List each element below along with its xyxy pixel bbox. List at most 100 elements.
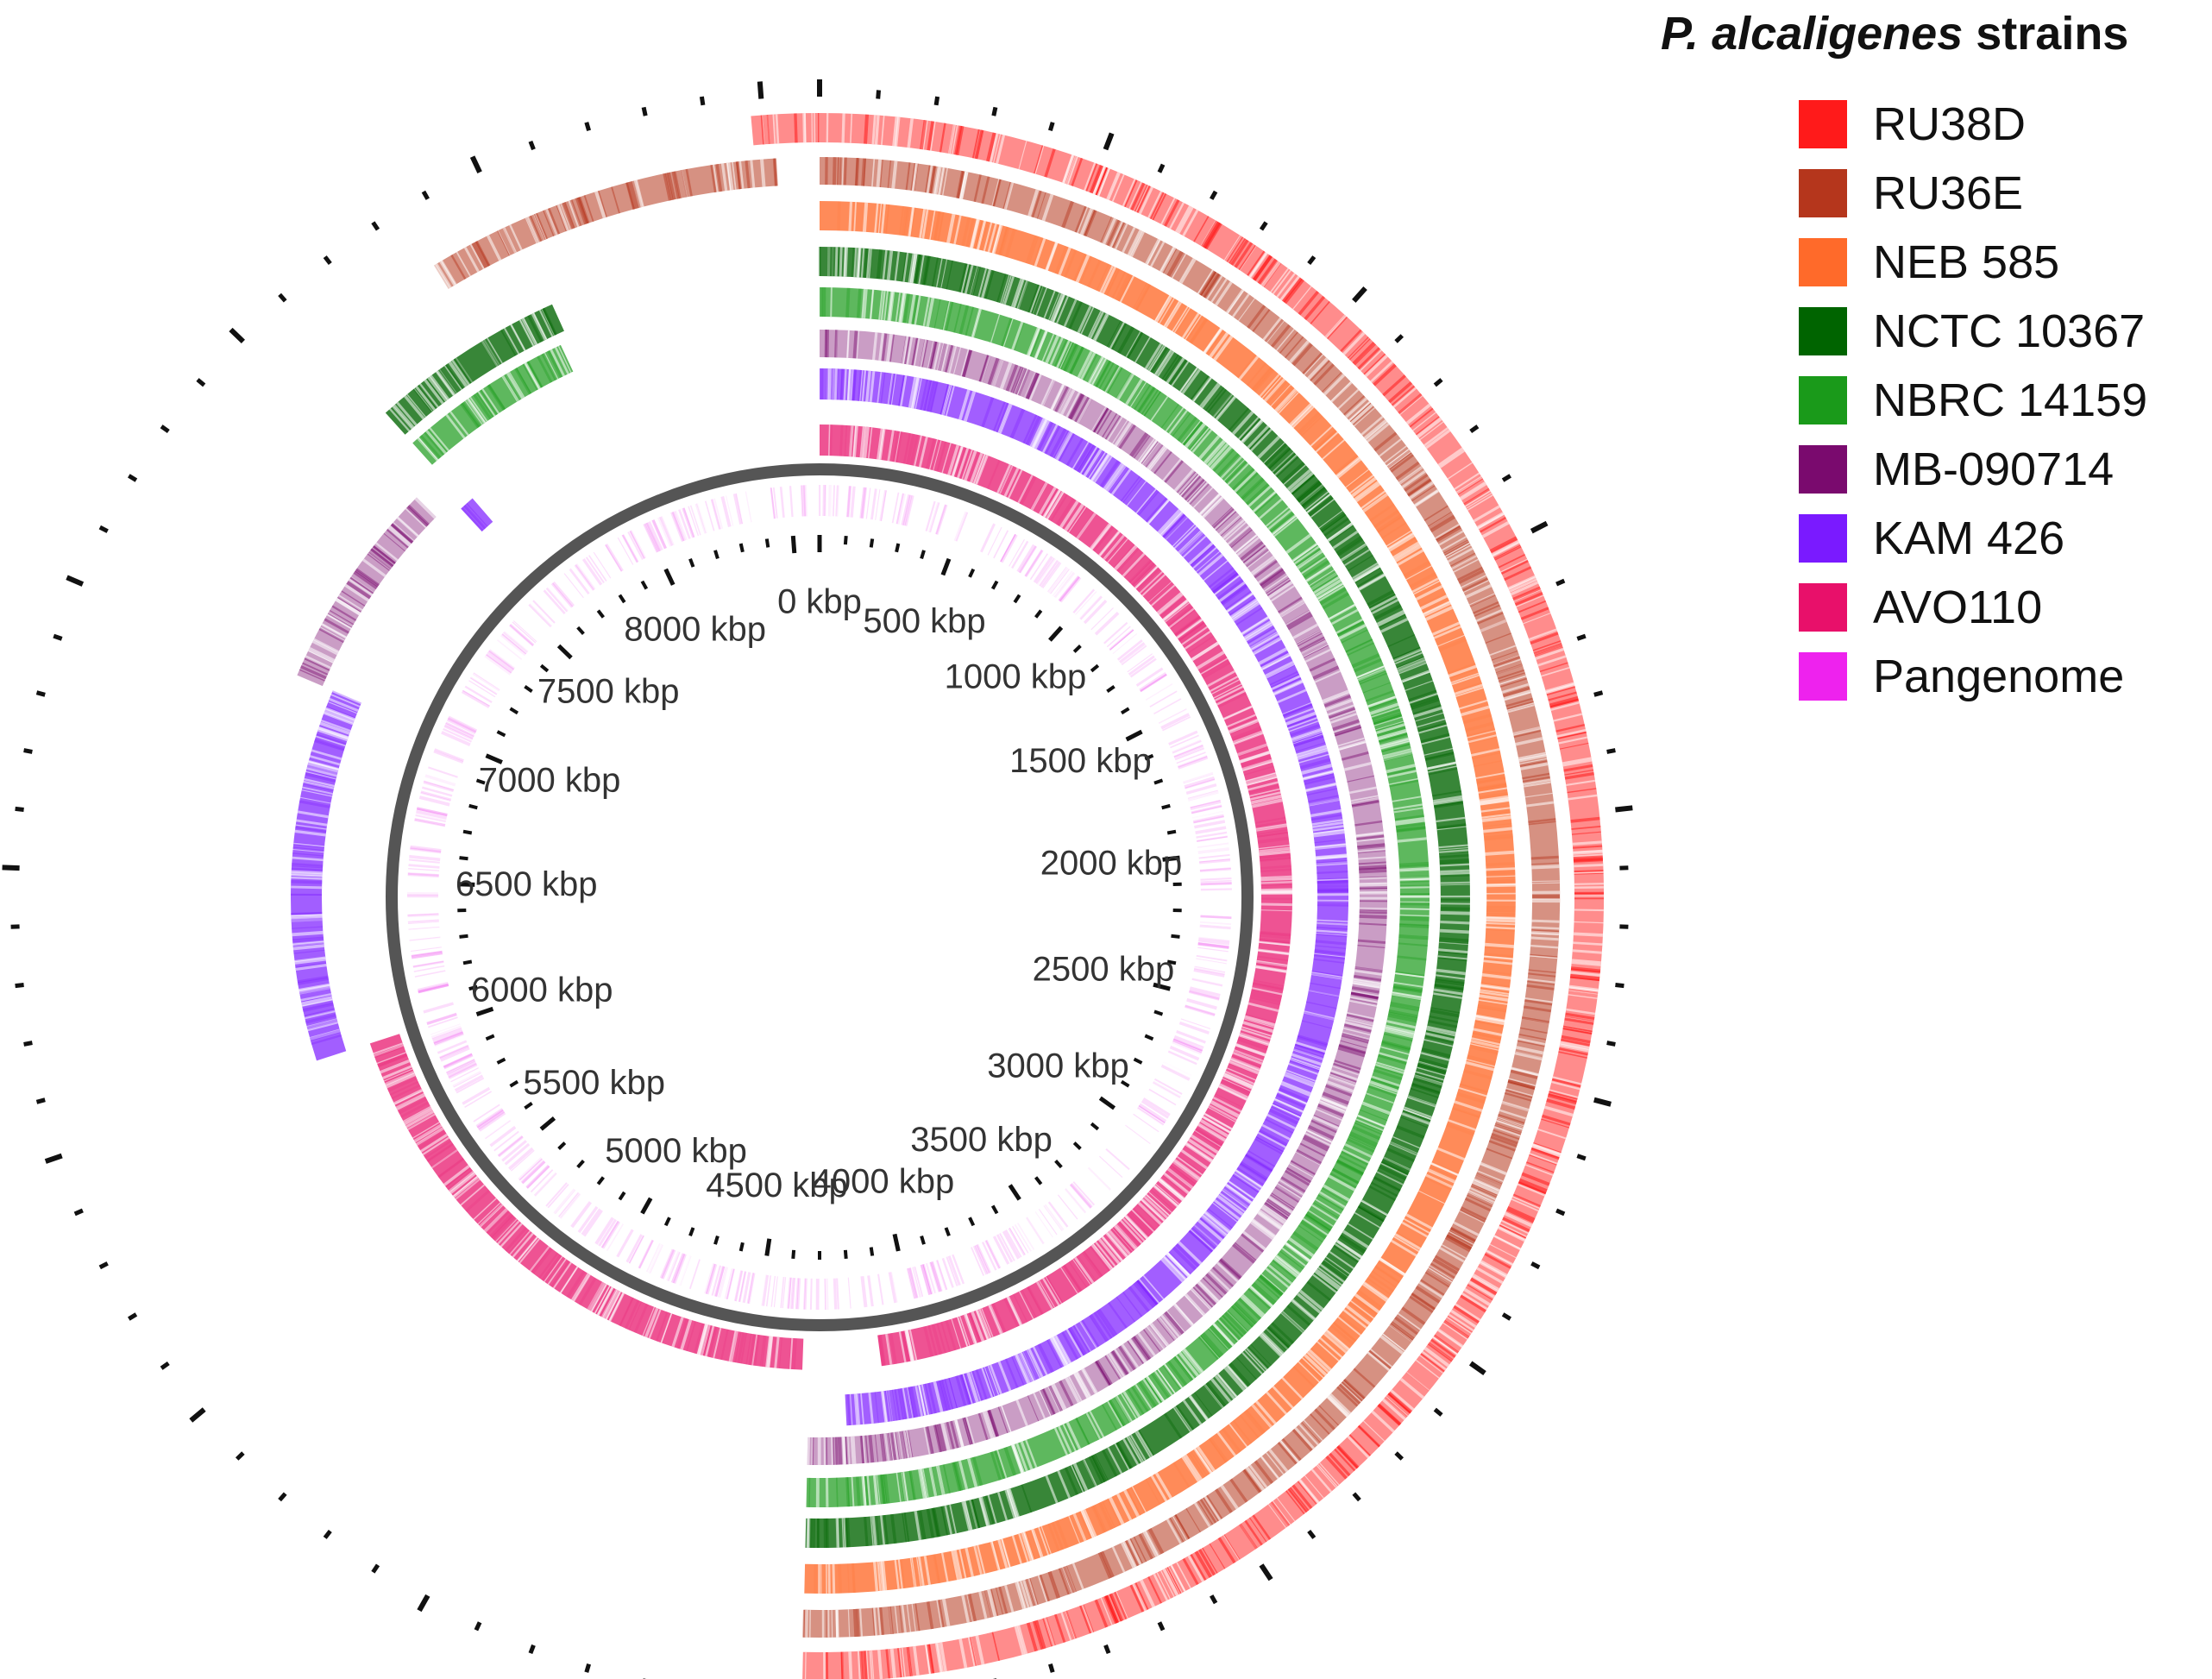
ring-stripe xyxy=(1144,343,1163,370)
ring-stripe xyxy=(1259,941,1291,946)
ring-stripe xyxy=(428,1016,458,1028)
ring-stripe xyxy=(369,548,394,568)
ring-stripe xyxy=(887,430,895,462)
ring-stripe xyxy=(946,345,958,374)
ring-stripe xyxy=(1337,1047,1366,1058)
ring-stripe xyxy=(1109,1399,1126,1426)
ring-stripe xyxy=(1313,1202,1339,1219)
ring-stripe xyxy=(856,1393,861,1425)
ring-stripe xyxy=(1342,1309,1367,1330)
ring-stripe xyxy=(550,349,565,377)
ring-stripe xyxy=(679,509,691,539)
ring-stripe xyxy=(307,760,339,772)
ring-stripe xyxy=(429,375,449,400)
ring-stripe xyxy=(1349,999,1378,1008)
ring-stripe xyxy=(320,719,351,733)
ring-stripe xyxy=(1197,946,1229,953)
ring-stripe xyxy=(416,809,448,818)
ring-stripe xyxy=(1229,1362,1251,1387)
ring-stripe xyxy=(1335,456,1361,477)
ring-stripe xyxy=(1197,1336,1220,1360)
ring-stripe xyxy=(1222,1188,1249,1210)
ring-stripe xyxy=(1157,508,1181,534)
ring-stripe xyxy=(1189,318,1209,344)
ring-stripe xyxy=(1041,1388,1056,1415)
ring-stripe xyxy=(1351,1296,1378,1317)
ring-stripe xyxy=(473,1104,500,1122)
ring-stripe xyxy=(1062,343,1078,372)
ring-stripe xyxy=(425,772,456,785)
ring-stripe xyxy=(984,1495,995,1525)
ring-stripe xyxy=(1004,1489,1017,1519)
ring-stripe xyxy=(1095,1360,1113,1386)
ring-stripe xyxy=(1342,1032,1370,1042)
ring-stripe xyxy=(1095,361,1111,387)
ring-stripe xyxy=(1250,428,1273,452)
ring-stripe xyxy=(900,1471,908,1502)
ring-stripe xyxy=(886,1432,893,1461)
ring-stripe xyxy=(1341,544,1367,563)
ring-stripe xyxy=(1394,544,1422,563)
ring-stripe xyxy=(329,609,355,626)
ring-stripe xyxy=(1335,726,1362,737)
ring-stripe xyxy=(1092,1504,1108,1533)
ring-stripe xyxy=(824,1278,826,1311)
ring-stripe xyxy=(877,1273,884,1305)
ring-stripe xyxy=(1200,876,1232,882)
ring-stripe xyxy=(1147,344,1164,370)
ring-stripe xyxy=(931,1324,943,1355)
ring-stripe xyxy=(836,1278,839,1310)
ring-stripe xyxy=(945,1320,957,1351)
ring-stripe xyxy=(436,370,456,396)
ring-stripe xyxy=(1127,1211,1152,1236)
ring-stripe xyxy=(1054,386,1069,412)
ring-stripe xyxy=(1349,1131,1379,1147)
ring-stripe xyxy=(1428,1019,1458,1028)
ring-stripe xyxy=(1437,955,1467,960)
ring-stripe xyxy=(547,1258,567,1286)
ring-stripe xyxy=(718,1267,729,1299)
ring-stripe xyxy=(1354,976,1381,982)
ring-stripe xyxy=(434,1034,465,1049)
ring-stripe xyxy=(880,1391,888,1423)
ring-stripe xyxy=(1134,1112,1160,1131)
ring-stripe xyxy=(1401,670,1430,683)
ring-stripe xyxy=(1433,626,1462,639)
ring-stripe xyxy=(1149,345,1166,372)
ring-stripe xyxy=(1356,834,1385,841)
ring-stripe xyxy=(1233,1048,1264,1062)
ring-stripe xyxy=(1265,506,1290,527)
ring-stripe xyxy=(1313,958,1345,964)
ring-stripe xyxy=(1166,1053,1196,1070)
ring-stripe xyxy=(1358,856,1386,860)
ring-stripe xyxy=(1153,698,1182,714)
ring-stripe xyxy=(998,226,1008,255)
ring-stripe xyxy=(1303,645,1329,658)
ring-stripe xyxy=(1191,804,1222,814)
ring-stripe xyxy=(1392,541,1420,559)
ring-stripe xyxy=(1335,455,1359,475)
ring-stripe xyxy=(526,606,550,630)
ring-stripe xyxy=(987,526,1002,556)
ring-stripe xyxy=(1059,389,1076,416)
ring-stripe xyxy=(391,1084,421,1100)
ring-stripe xyxy=(1200,1215,1227,1238)
ring-stripe xyxy=(1268,448,1291,470)
ring-stripe xyxy=(1332,719,1360,732)
ring-stripe xyxy=(373,1042,404,1055)
ring-stripe xyxy=(1147,581,1172,603)
ring-stripe xyxy=(426,1142,454,1162)
ring-stripe xyxy=(1149,1323,1170,1347)
ring-stripe xyxy=(1259,1273,1284,1296)
ring-stripe xyxy=(463,504,487,529)
ring-stripe xyxy=(851,1563,856,1594)
ring-stripe xyxy=(443,1053,474,1069)
ring-stripe xyxy=(1351,476,1377,498)
ring-stripe xyxy=(1131,1336,1151,1361)
ring-stripe xyxy=(962,1417,973,1445)
ring-stripe xyxy=(1259,852,1291,859)
ring-stripe xyxy=(1133,1113,1159,1133)
ring-stripe xyxy=(517,1236,538,1262)
ring-stripe xyxy=(1198,934,1230,941)
ring-stripe xyxy=(600,1220,621,1249)
